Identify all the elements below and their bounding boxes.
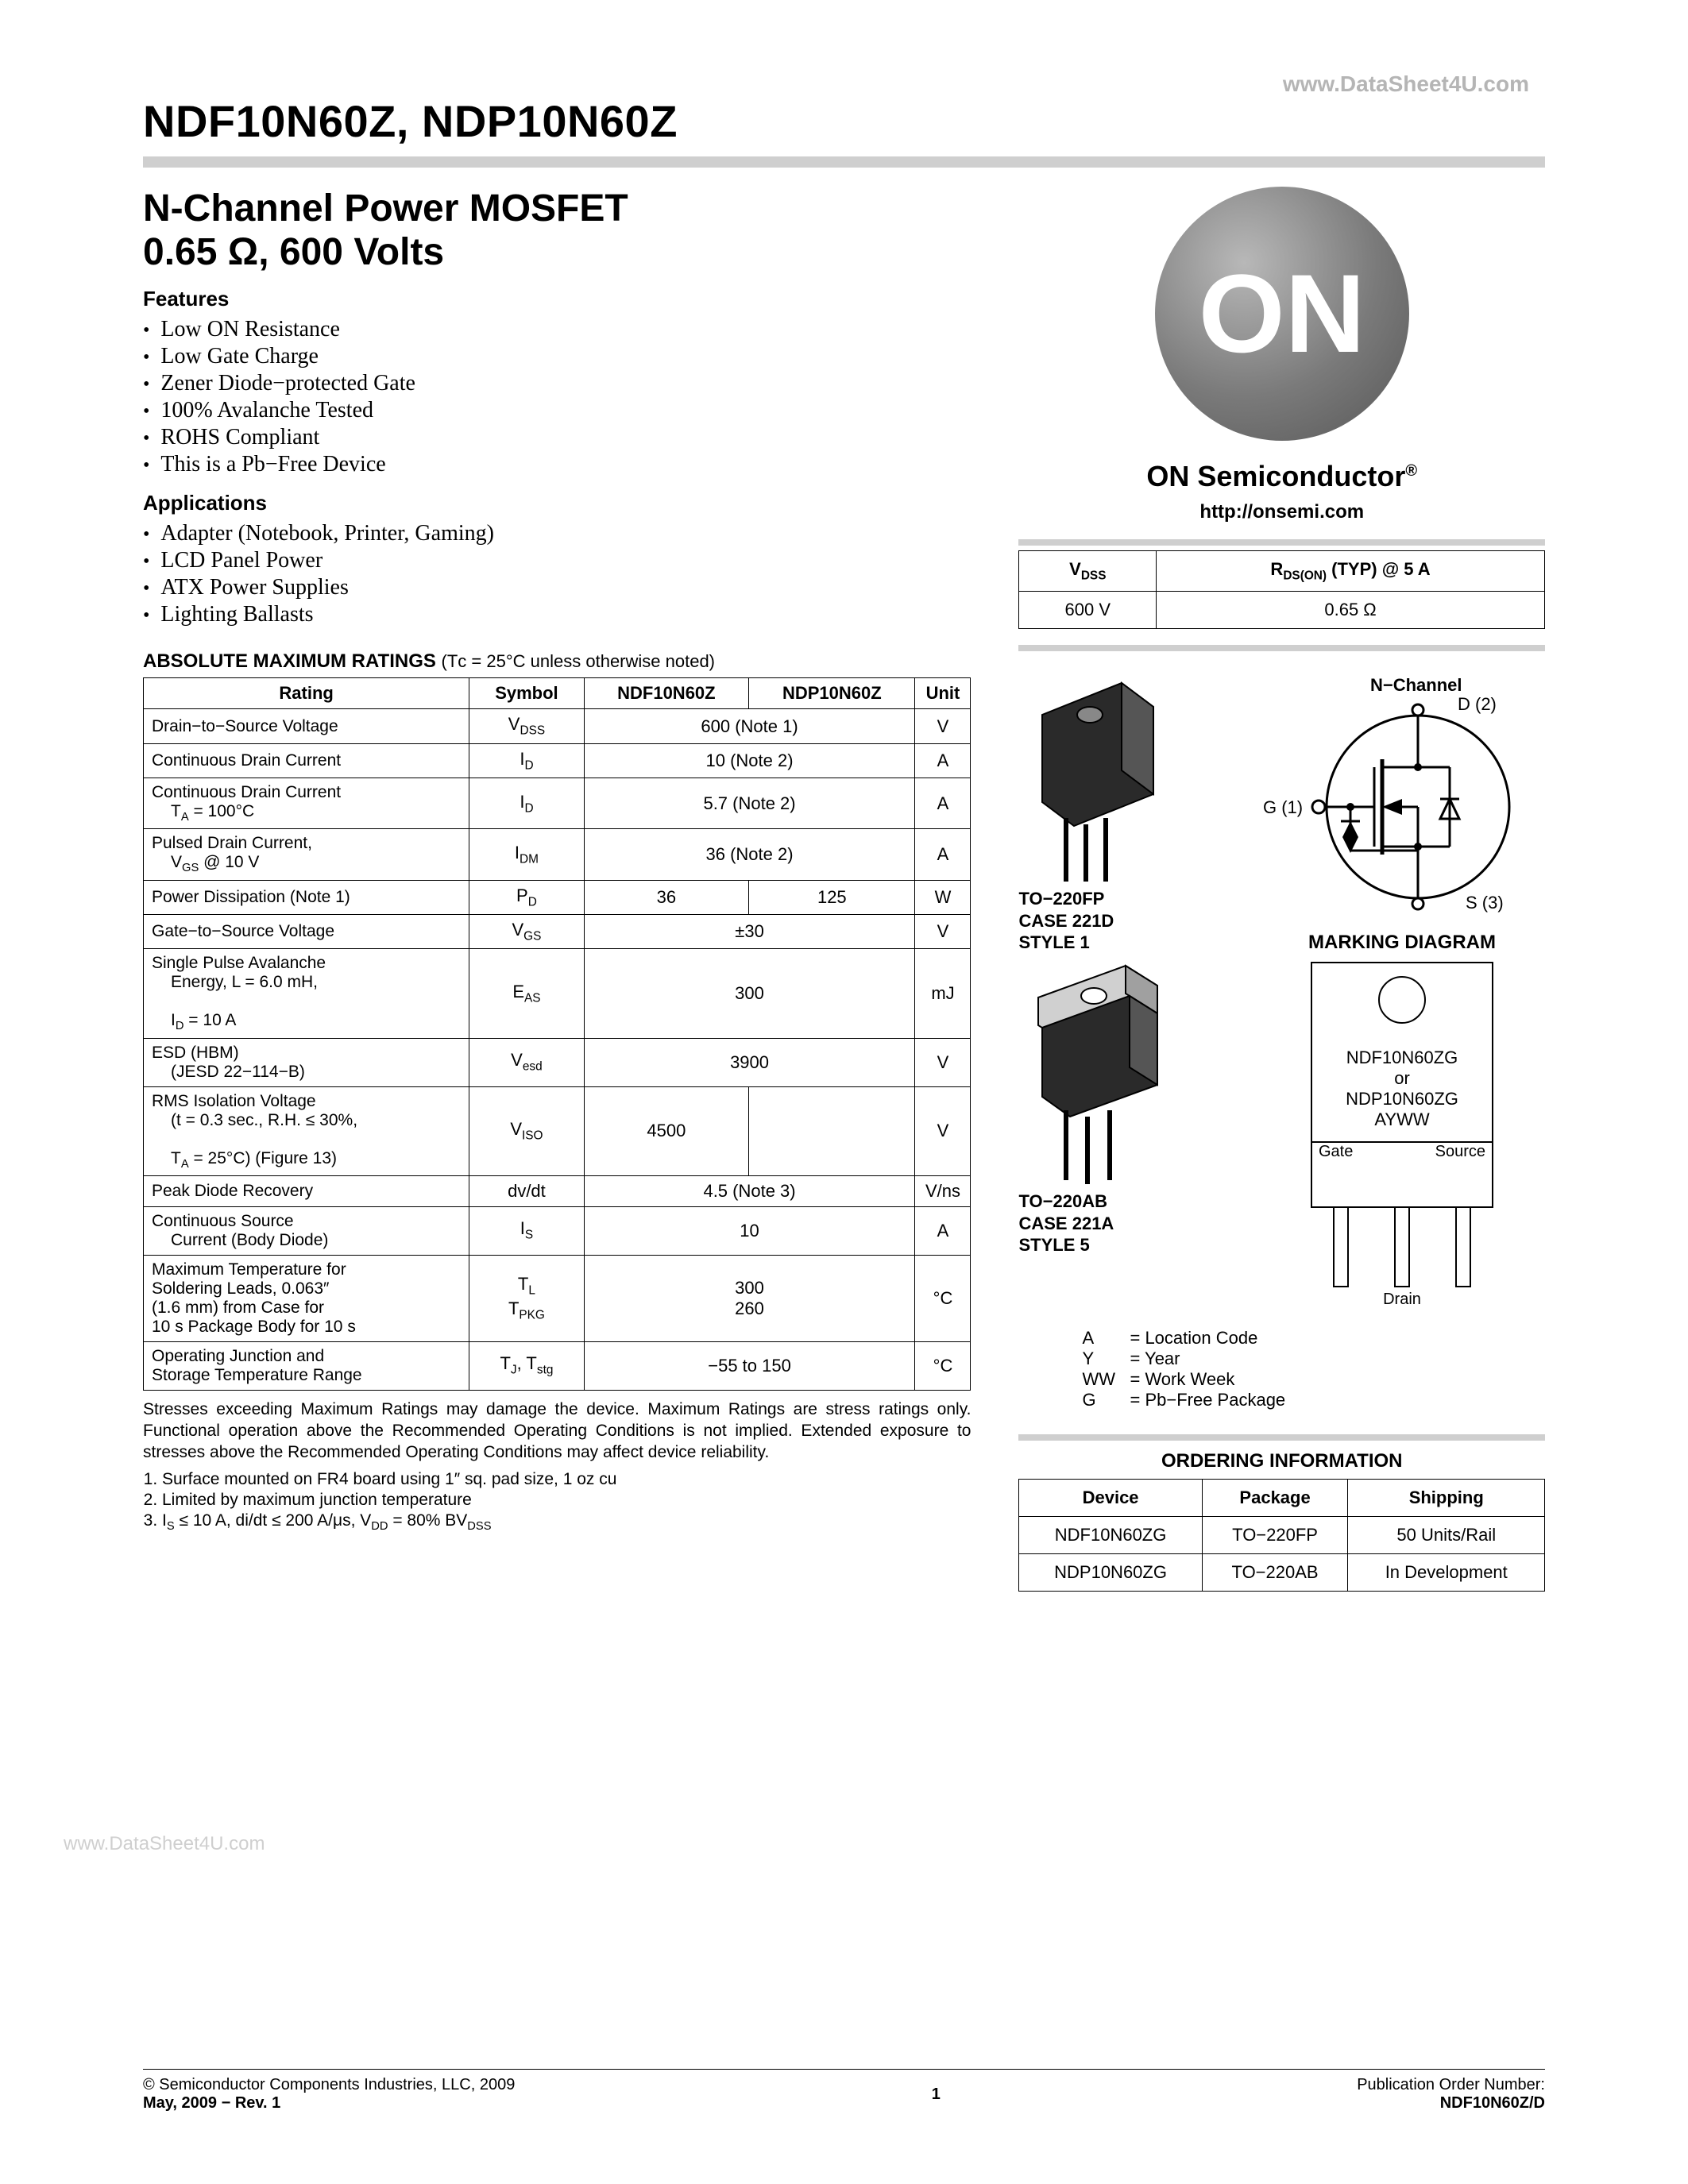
on-logo: ON: [1155, 187, 1409, 441]
table-row: Maximum Temperature forSoldering Leads, …: [144, 1255, 971, 1341]
mounting-hole-icon: [1378, 976, 1426, 1024]
watermark-side: www.DataSheet4U.com: [64, 1833, 265, 1855]
marking-title: MARKING DIAGRAM: [1259, 932, 1545, 954]
logo-text: ON: [1199, 249, 1365, 378]
list-item: IS ≤ 10 A, di/dt ≤ 200 A/μs, VDD = 80% B…: [162, 1511, 971, 1533]
list-item: Lighting Ballasts: [143, 601, 971, 628]
table-row: Peak Diode Recoverydv/dt4.5 (Note 3)V/ns: [144, 1175, 971, 1206]
right-rule-2: [1018, 645, 1545, 651]
table-row: Gate−to−Source VoltageVGS±30V: [144, 914, 971, 948]
stress-note: Stresses exceeding Maximum Ratings may d…: [143, 1399, 971, 1464]
page-title: NDF10N60Z, NDP10N60Z: [143, 95, 1545, 147]
pkg2-label: TO−220ABCASE 221ASTYLE 5: [1018, 1190, 1241, 1256]
list-item: This is a Pb−Free Device: [143, 451, 971, 478]
table-row: NDP10N60ZGTO−220ABIn Development: [1019, 1554, 1545, 1592]
table-row: Operating Junction andStorage Temperatur…: [144, 1341, 971, 1390]
marking-diagram: NDF10N60ZG or NDP10N60ZG AYWW Gate Sourc…: [1311, 962, 1493, 1208]
legend-row: WW= Work Week: [1082, 1369, 1545, 1390]
list-item: Limited by maximum junction temperature: [162, 1491, 971, 1510]
table-row: Continuous SourceCurrent (Body Diode)IS1…: [144, 1206, 971, 1255]
applications-heading: Applications: [143, 491, 971, 515]
table-row: NDF10N60ZGTO−220FP50 Units/Rail: [1019, 1517, 1545, 1554]
svg-text:D (2): D (2): [1458, 696, 1497, 714]
svg-text:S (3): S (3): [1466, 893, 1504, 913]
applications-list: Adapter (Notebook, Printer, Gaming)LCD P…: [143, 520, 971, 628]
table-row: Single Pulse AvalancheEnergy, L = 6.0 mH…: [144, 949, 971, 1038]
drain-label: Drain: [1259, 1291, 1545, 1309]
marking-legend: A= Location CodeY= YearWW= Work WeekG= P…: [1082, 1328, 1545, 1410]
legend-row: Y= Year: [1082, 1349, 1545, 1369]
pkg1-label: TO−220FPCASE 221DSTYLE 1: [1018, 888, 1241, 954]
table-row: Drain−to−Source VoltageVDSS600 (Note 1)V: [144, 709, 971, 743]
circuit-diagram-icon: D (2) G (1) S (3): [1259, 696, 1545, 918]
ratings-caption-note: (Tᴄ = 25°C unless otherwise noted): [442, 651, 715, 671]
list-item: 100% Avalanche Tested: [143, 397, 971, 424]
features-list: Low ON ResistanceLow Gate ChargeZener Di…: [143, 316, 971, 478]
brand-url: http://onsemi.com: [1018, 501, 1545, 523]
footer: © Semiconductor Components Industries, L…: [143, 2069, 1545, 2113]
table-row: Pulsed Drain Current,VGS @ 10 VIDM36 (No…: [144, 829, 971, 880]
ratings-footnotes: Surface mounted on FR4 board using 1″ sq…: [143, 1470, 971, 1533]
list-item: Low ON Resistance: [143, 316, 971, 343]
list-item: Surface mounted on FR4 board using 1″ sq…: [162, 1470, 971, 1489]
right-rule-1: [1018, 539, 1545, 546]
legend-row: G= Pb−Free Package: [1082, 1390, 1545, 1410]
sub-title-line2: 0.65 Ω, 600 Volts: [143, 230, 971, 274]
list-item: LCD Panel Power: [143, 547, 971, 574]
table-row: Continuous Drain CurrentID10 (Note 2)A: [144, 743, 971, 778]
table-row: Continuous Drain CurrentTA = 100°CID5.7 …: [144, 778, 971, 829]
title-rule: [143, 156, 1545, 168]
table-row: Power Dissipation (Note 1)PD36125W: [144, 880, 971, 914]
list-item: ROHS Compliant: [143, 424, 971, 451]
svg-text:G (1): G (1): [1263, 797, 1303, 817]
ratings-caption: ABSOLUTE MAXIMUM RATINGS (Tᴄ = 25°C unle…: [143, 650, 971, 673]
right-rule-3: [1018, 1434, 1545, 1441]
nchannel-label: N−Channel: [1370, 675, 1545, 696]
ordering-table: DevicePackageShipping NDF10N60ZGTO−220FP…: [1018, 1479, 1545, 1592]
to220fp-icon: [1018, 675, 1177, 882]
list-item: ATX Power Supplies: [143, 574, 971, 601]
spec-table: VDSSRDS(ON) (TYP) @ 5 A 600 V0.65 Ω: [1018, 550, 1545, 629]
list-item: Adapter (Notebook, Printer, Gaming): [143, 520, 971, 547]
ratings-table: RatingSymbolNDF10N60ZNDP10N60ZUnit Drain…: [143, 677, 971, 1390]
table-row: RMS Isolation Voltage(t = 0.3 sec., R.H.…: [144, 1086, 971, 1175]
table-row: ESD (HBM)(JESD 22−114−B)Vesd3900V: [144, 1038, 971, 1086]
list-item: Zener Diode−protected Gate: [143, 370, 971, 397]
legend-row: A= Location Code: [1082, 1328, 1545, 1349]
features-heading: Features: [143, 287, 971, 311]
to220ab-icon: [1018, 962, 1177, 1184]
list-item: Low Gate Charge: [143, 343, 971, 370]
ordering-title: ORDERING INFORMATION: [1018, 1450, 1545, 1472]
brand-name: ON Semiconductor®: [1018, 460, 1545, 493]
watermark-top: www.DataSheet4U.com: [1283, 71, 1529, 97]
sub-title-line1: N-Channel Power MOSFET: [143, 187, 971, 230]
